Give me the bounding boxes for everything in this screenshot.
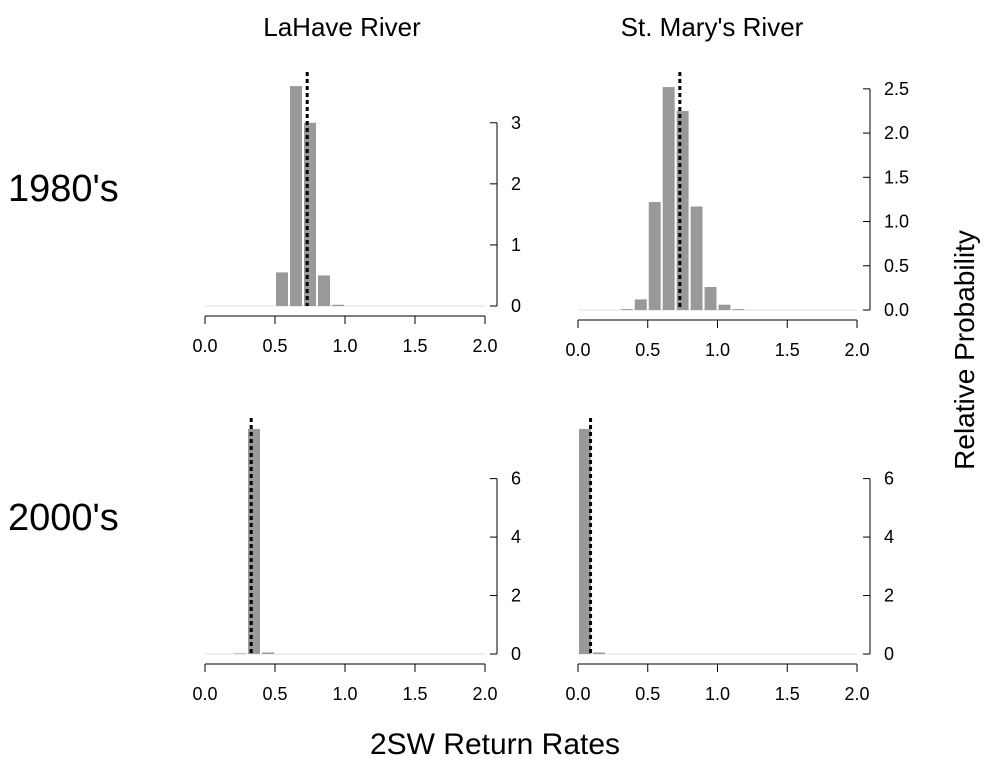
y-tick-label: 1 <box>511 235 521 255</box>
y-tick-label: 0 <box>884 644 894 664</box>
y-tick-label: 1.5 <box>884 167 909 187</box>
histogram-bar <box>290 86 302 306</box>
histogram-bar <box>690 206 703 310</box>
x-tick-label: 0.0 <box>192 336 217 356</box>
histogram-bar <box>634 299 647 310</box>
histogram-bar <box>648 202 661 310</box>
histogram-bar <box>579 428 591 654</box>
y-tick-label: 6 <box>511 469 521 489</box>
y-tick-label: 6 <box>884 469 894 489</box>
histogram-bar <box>620 309 633 310</box>
y-tick-label: 0 <box>511 644 521 664</box>
x-tick-label: 1.5 <box>402 336 427 356</box>
x-tick-label: 2.0 <box>472 684 497 704</box>
histogram-bar <box>262 652 274 654</box>
x-tick-label: 0.0 <box>192 684 217 704</box>
column-title-lahave: LaHave River <box>263 12 421 42</box>
y-tick-label: 4 <box>511 527 521 547</box>
x-tick-label: 0.5 <box>635 684 660 704</box>
y-tick-label: 2.5 <box>884 79 909 99</box>
row-title-1980s: 1980's <box>8 168 119 210</box>
y-tick-label: 1.0 <box>884 212 909 232</box>
y-tick-label: 2 <box>511 174 521 194</box>
y-tick-label: 2 <box>884 586 894 606</box>
y-tick-label: 0.5 <box>884 256 909 276</box>
histogram-bar <box>732 309 745 310</box>
histogram-bar <box>662 87 675 310</box>
x-tick-label: 0.5 <box>635 340 660 360</box>
x-axis-label: 2SW Return Rates <box>369 728 621 761</box>
histogram-bar <box>332 304 344 306</box>
histogram-bar <box>704 287 717 310</box>
histogram-bar <box>718 304 731 310</box>
x-tick-label: 2.0 <box>844 684 869 704</box>
x-tick-label: 0.5 <box>262 336 287 356</box>
y-tick-label: 0 <box>511 296 521 316</box>
y-tick-label: 4 <box>884 527 894 547</box>
row-title-2000s: 2000's <box>8 497 119 539</box>
x-tick-label: 2.0 <box>472 336 497 356</box>
x-tick-label: 1.5 <box>402 684 427 704</box>
x-tick-label: 0.5 <box>262 684 287 704</box>
x-tick-label: 1.5 <box>775 340 800 360</box>
y-tick-label: 2 <box>511 586 521 606</box>
x-tick-label: 1.0 <box>332 684 357 704</box>
histogram-bar <box>248 428 260 654</box>
x-tick-label: 2.0 <box>844 340 869 360</box>
y-tick-label: 0.0 <box>884 300 909 320</box>
histogram-bar <box>592 652 605 654</box>
histogram-bar <box>304 122 316 306</box>
x-tick-label: 1.0 <box>705 340 730 360</box>
x-tick-label: 0.0 <box>565 340 590 360</box>
histogram-bar <box>234 653 246 654</box>
x-tick-label: 1.0 <box>705 684 730 704</box>
x-tick-label: 0.0 <box>565 684 590 704</box>
histogram-bar <box>276 272 288 306</box>
histogram-bar <box>676 110 689 310</box>
x-tick-label: 1.0 <box>332 336 357 356</box>
x-tick-label: 1.5 <box>775 684 800 704</box>
y-tick-label: 2.0 <box>884 123 909 143</box>
histogram-bar <box>318 275 330 306</box>
column-title-st-marys: St. Mary's River <box>620 12 804 42</box>
y-tick-label: 3 <box>511 113 521 133</box>
